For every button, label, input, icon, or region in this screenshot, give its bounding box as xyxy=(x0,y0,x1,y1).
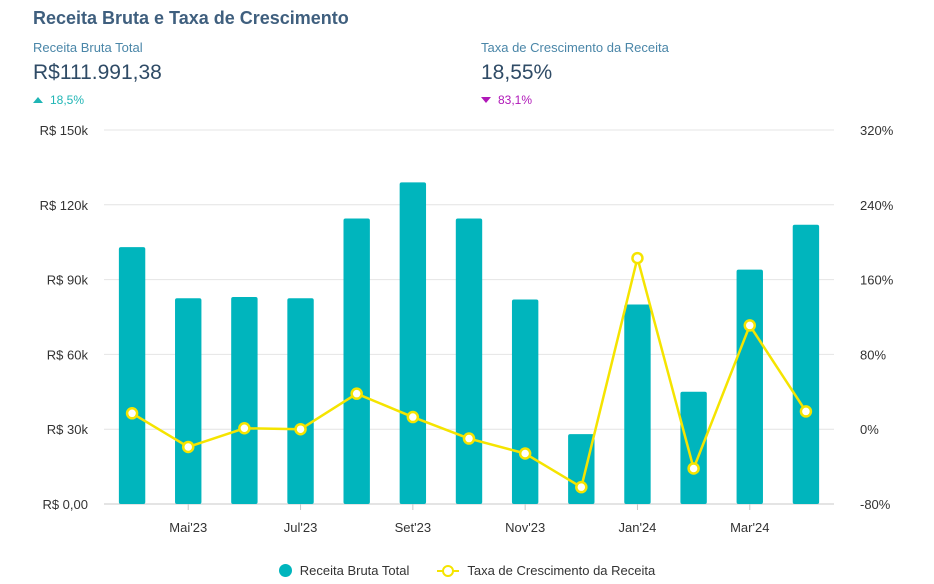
growth-point xyxy=(743,319,757,332)
x-tick-label: Mar'24 xyxy=(730,520,769,535)
growth-point xyxy=(125,407,139,420)
growth-point xyxy=(799,405,813,418)
x-tick-label: Set'23 xyxy=(395,520,431,535)
x-tick-label: Nov'23 xyxy=(505,520,545,535)
x-tick-label: Mai'23 xyxy=(169,520,207,535)
revenue-bar xyxy=(792,224,820,504)
kpi-revenue: Receita Bruta Total R$111.991,38 18,5% xyxy=(33,40,162,107)
revenue-bar xyxy=(568,434,595,504)
y-right-tick-label: 160% xyxy=(860,273,894,288)
x-tick-label: Jan'24 xyxy=(619,520,657,535)
chart-canvas: R$ 0,00 R$ 30k R$ 60k R$ 90k R$ 120k R$ 150k -… xyxy=(40,123,894,535)
legend-dot-icon xyxy=(278,564,292,577)
legend-item-revenue[interactable]: Receita Bruta Total xyxy=(278,563,410,578)
growth-point xyxy=(350,387,363,400)
revenue-bar xyxy=(231,297,258,504)
revenue-bar xyxy=(624,304,651,504)
y-left-tick-label: R$ 0,00 xyxy=(42,497,88,512)
kpi-growth-value: 18,55% xyxy=(481,61,553,84)
growth-point xyxy=(181,440,195,454)
growth-point xyxy=(687,462,700,475)
revenue-bar xyxy=(680,391,707,504)
y-left-tick-label: R$ 90k xyxy=(47,273,89,288)
arrow-down-icon xyxy=(481,97,491,103)
y-left-tick-label: R$ 120k xyxy=(40,198,89,213)
kpi-growth: Taxa de Crescimento da Receita 18,55% 83… xyxy=(481,40,669,107)
y-right-tick-label: 320% xyxy=(860,123,894,138)
y-right-tick-label: -80% xyxy=(860,497,891,512)
y-right-tick-label: 80% xyxy=(860,347,886,362)
legend-line-icon xyxy=(437,564,460,577)
x-tick-label: Jul'23 xyxy=(284,520,318,535)
growth-point xyxy=(518,447,532,460)
kpi-revenue-delta: 18,5% xyxy=(33,93,162,107)
kpi-growth-delta: 83,1% xyxy=(481,93,669,107)
y-left-tick-label: R$ 30k xyxy=(47,422,89,437)
y-left-tick-label: R$ 150k xyxy=(40,123,89,138)
legend-label-growth: Taxa de Crescimento da Receita xyxy=(467,563,656,578)
legend-item-growth[interactable]: Taxa de Crescimento da Receita xyxy=(437,563,655,578)
kpi-growth-label: Taxa de Crescimento da Receita xyxy=(481,40,669,55)
chart-title: Receita Bruta e Taxa de Crescimento xyxy=(33,8,349,28)
arrow-up-icon xyxy=(33,97,43,103)
revenue-bar xyxy=(399,182,427,505)
growth-point xyxy=(462,432,476,445)
kpi-revenue-delta-value: 18,5% xyxy=(50,93,85,107)
growth-point xyxy=(238,422,251,435)
kpi-revenue-label: Receita Bruta Total xyxy=(33,40,143,55)
growth-point xyxy=(575,480,588,494)
revenue-bar xyxy=(455,218,483,504)
y-right-tick-label: 0% xyxy=(860,422,879,437)
y-right-tick-label: 240% xyxy=(860,198,894,213)
growth-point xyxy=(631,251,644,265)
legend-label-revenue: Receita Bruta Total xyxy=(299,563,410,578)
kpi-revenue-value: R$111.991,38 xyxy=(33,61,162,84)
kpi-growth-delta-value: 83,1% xyxy=(498,93,533,107)
chart-legend: Receita Bruta Total Taxa de Crescimento … xyxy=(0,563,934,578)
growth-point xyxy=(406,410,420,424)
revenue-bar xyxy=(175,298,202,504)
revenue-bar xyxy=(287,298,314,504)
revenue-bar xyxy=(736,269,763,504)
revenue-bar xyxy=(118,247,146,505)
growth-point xyxy=(294,422,307,436)
y-left-tick-label: R$ 60k xyxy=(47,347,89,362)
revenue-bar xyxy=(343,218,370,504)
revenue-bar xyxy=(511,299,539,504)
